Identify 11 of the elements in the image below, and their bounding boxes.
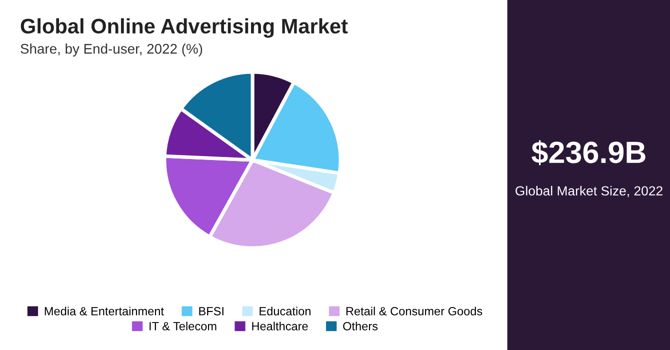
legend-label: Media & Entertainment	[44, 306, 164, 316]
text: Global Market Size, 2022	[516, 186, 662, 198]
chart-title: Global Online Advertising Market	[20, 18, 348, 38]
legend-label: IT & Telecom	[150, 322, 216, 330]
legend-label: Retail & Consumer Goods	[346, 306, 482, 316]
legend-label: Others	[343, 322, 378, 330]
legend-label: Education	[260, 306, 310, 316]
chart-subtitle: Share, by End-user, 2022 (%)	[20, 44, 202, 56]
legend-label: Healthcare	[252, 322, 308, 330]
text: $236.9B	[532, 140, 646, 166]
legend-label: BFSI	[199, 307, 224, 316]
